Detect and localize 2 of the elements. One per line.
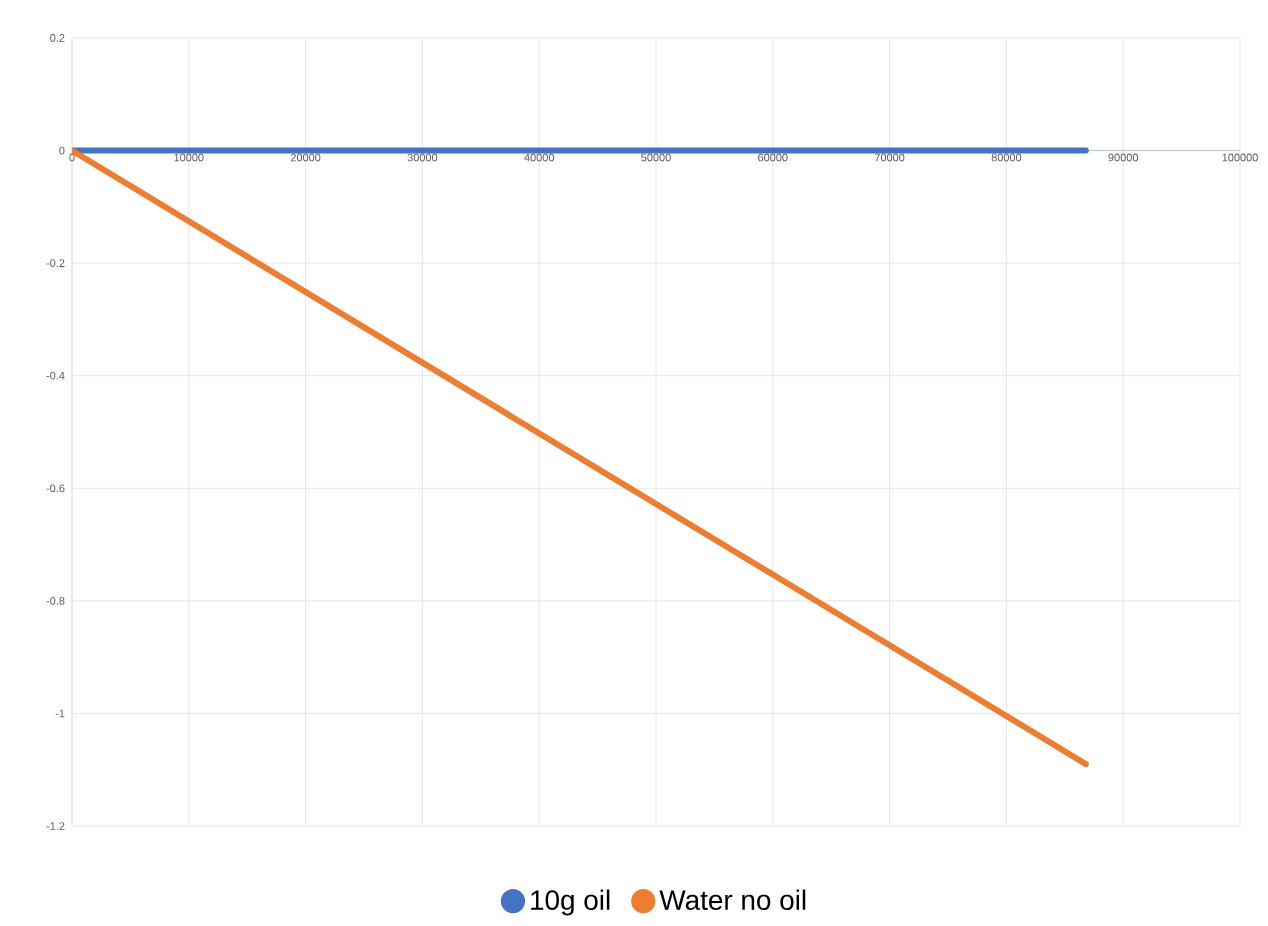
legend-label: Water no oil [659, 889, 806, 911]
legend-label: 10g oil [531, 889, 610, 916]
